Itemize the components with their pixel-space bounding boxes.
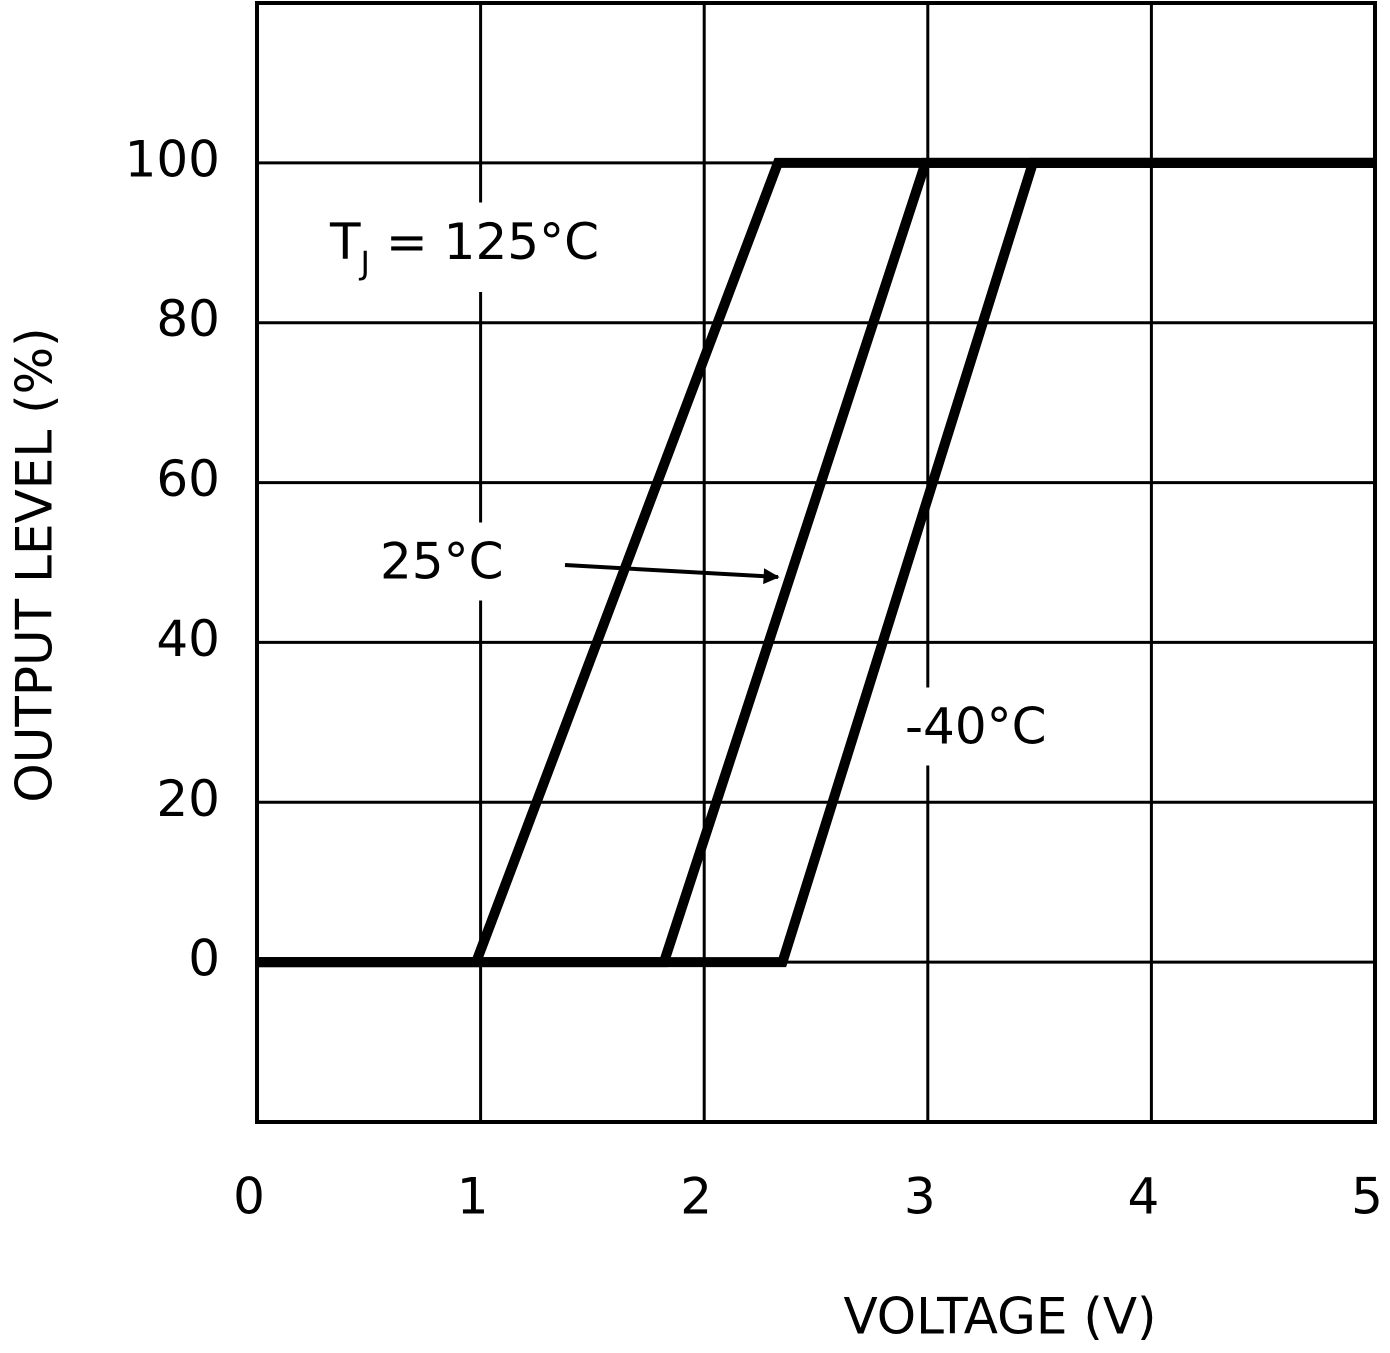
y-axis-title: OUTPUT LEVEL (%) [6, 327, 64, 802]
y-tick-label: 0 [188, 930, 220, 988]
y-tick-label: 80 [156, 290, 220, 348]
label-background [895, 687, 1057, 766]
x-axis-title: VOLTAGE (V) [843, 1288, 1156, 1346]
plot-frame [255, 1, 1377, 1124]
y-tick-label: 60 [156, 450, 220, 508]
series-label: 25°C [380, 533, 504, 591]
series-label: -40°C [905, 698, 1047, 756]
x-tick-label: 5 [1351, 1168, 1383, 1226]
x-tick-label: 1 [457, 1168, 489, 1226]
x-tick-label: 0 [233, 1168, 265, 1226]
label-background [370, 522, 514, 601]
series-line [257, 157, 1375, 968]
y-tick-label: 40 [156, 610, 220, 668]
x-tick-label: 4 [1127, 1168, 1159, 1226]
y-tick-label: 100 [125, 130, 220, 188]
label-background [319, 202, 610, 292]
lines [257, 157, 1375, 968]
x-tick-label: 3 [904, 1168, 936, 1226]
series-label: TJ = 125°C [329, 213, 599, 283]
labels: TJ = 125°C 25°C -40°C [319, 202, 1057, 766]
y-tick-label: 20 [156, 770, 220, 828]
annotation-arrow [564, 563, 780, 585]
x-tick-label: 2 [680, 1168, 712, 1226]
